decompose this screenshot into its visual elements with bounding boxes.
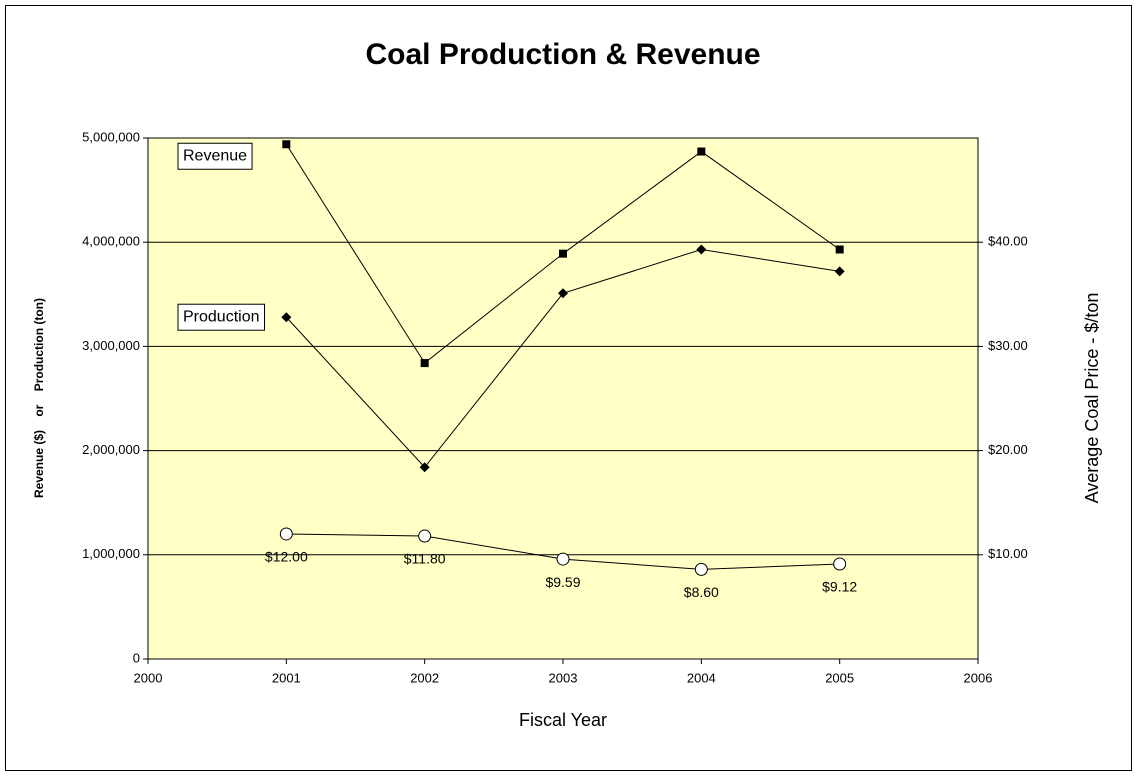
data-label: $8.60: [684, 584, 719, 600]
x-tick-label: 2001: [272, 670, 301, 685]
y-tick-label: 4,000,000: [82, 234, 140, 249]
y-axis-label: Revenue ($) or Production (ton): [32, 298, 46, 498]
x-tick-label: 2002: [410, 670, 439, 685]
marker: [279, 527, 293, 541]
series-label-box: [177, 142, 253, 170]
chart-title: Coal Production & Revenue: [365, 38, 760, 71]
y-tick-label: 1,000,000: [82, 546, 140, 561]
marker: [282, 140, 291, 149]
marker: [558, 288, 568, 299]
plot-border: [147, 137, 979, 660]
marker: [556, 552, 570, 566]
marker: [418, 529, 432, 543]
series-label: Production: [183, 308, 260, 325]
marker: [833, 557, 847, 571]
x-tick-label: 2003: [549, 670, 578, 685]
marker: [697, 147, 706, 156]
marker: [694, 562, 708, 576]
y2-tick-label: $10.00: [988, 546, 1028, 561]
x-tick-label: 2006: [964, 670, 993, 685]
marker: [419, 462, 430, 473]
y-tick-label: 3,000,000: [82, 338, 140, 353]
series-label-box: [177, 303, 265, 331]
y2-tick-label: $40.00: [988, 234, 1028, 249]
marker: [281, 312, 292, 323]
data-label: $11.80: [404, 551, 446, 567]
y2-axis-label: Average Coal Price - $/ton: [1082, 293, 1102, 504]
data-label: $12.00: [265, 549, 308, 565]
y-tick-label: 5,000,000: [82, 129, 140, 144]
x-tick-label: 2000: [134, 670, 163, 685]
x-tick-label: 2005: [825, 670, 854, 685]
marker: [559, 249, 567, 258]
plot-area: [148, 138, 978, 659]
x-tick-label: 2004: [687, 670, 716, 685]
marker: [420, 359, 429, 368]
series-label: Revenue: [183, 147, 247, 164]
marker: [834, 266, 845, 277]
y2-tick-label: $30.00: [988, 338, 1028, 353]
y-tick-label: 0: [133, 650, 140, 665]
x-axis-label: Fiscal Year: [519, 710, 607, 730]
marker: [835, 245, 844, 254]
y-tick-label: 2,000,000: [82, 442, 140, 457]
data-label: $9.59: [545, 574, 580, 590]
y2-tick-label: $20.00: [988, 442, 1028, 457]
data-label: $9.12: [822, 579, 857, 595]
marker: [696, 244, 707, 255]
